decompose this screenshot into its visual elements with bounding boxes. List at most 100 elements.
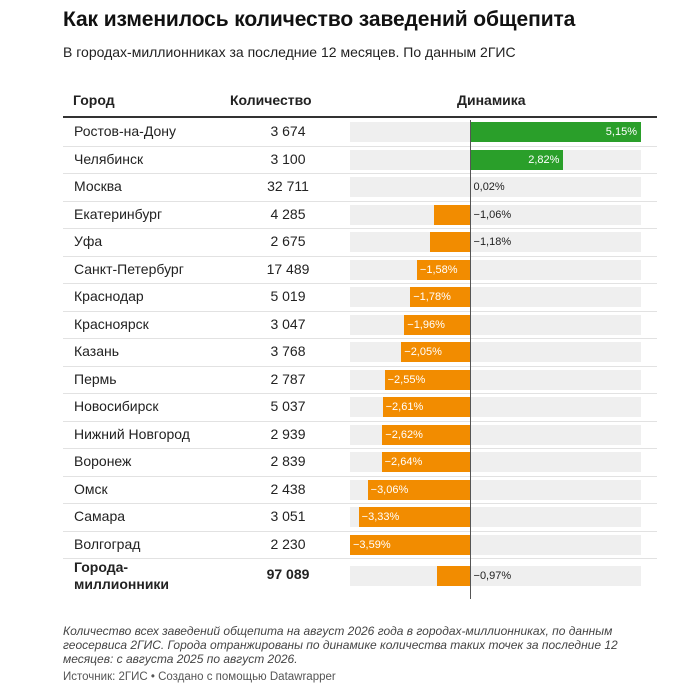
data-bar	[382, 397, 470, 417]
table-row: Санкт-Петербург 17 489	[63, 256, 657, 283]
venue-count: 32 711	[267, 178, 309, 194]
bar-track	[350, 287, 641, 307]
table-row: Пермь 2 787	[63, 366, 657, 393]
data-label: −1,06%	[473, 208, 512, 221]
city-name: Санкт-Петербург	[74, 260, 184, 277]
data-label: −2,05%	[404, 346, 442, 358]
venue-count: 3 047	[270, 315, 306, 332]
city-name: Нижний Новгород	[74, 425, 190, 442]
venue-count: 5 019	[270, 288, 306, 304]
data-bar	[367, 479, 470, 500]
data-bar	[401, 342, 470, 362]
row-divider	[63, 448, 657, 449]
city-name: Омск	[74, 480, 108, 497]
total-bar-label: −0,97%	[473, 570, 512, 582]
venue-count: 2 438	[270, 480, 306, 497]
city-name: Пермь	[74, 370, 117, 387]
bar-track	[350, 259, 641, 280]
data-bar	[350, 534, 470, 555]
data-bar	[404, 314, 470, 335]
city-name: Волгоград	[74, 535, 141, 552]
city-name: Краснодар	[74, 288, 144, 304]
row-divider	[63, 200, 657, 202]
table-row: Новосибирск 5 037	[63, 393, 657, 420]
row-divider	[63, 283, 657, 284]
table-row: Омск 2 438	[63, 476, 657, 503]
table-row: Челябинск 3 100	[63, 146, 657, 173]
data-bar	[410, 287, 470, 307]
row-divider	[63, 365, 657, 367]
data-label: 5,15%	[605, 126, 637, 138]
row-divider	[63, 420, 657, 422]
data-label: −3,33%	[361, 511, 400, 523]
venue-count: 4 285	[270, 205, 306, 222]
zero-axis-line	[470, 120, 471, 599]
data-label: −1,96%	[407, 318, 445, 331]
row-divider	[63, 530, 657, 532]
column-header-count: Количество	[230, 92, 312, 108]
table-row: Ростов-на-Дону 3 674	[63, 118, 657, 145]
data-bar	[469, 149, 564, 170]
column-header-dynamics: Динамика	[457, 92, 526, 108]
table-row: Москва 32 711	[63, 173, 657, 200]
venue-count: 2 839	[270, 453, 306, 469]
venue-count: 5 037	[270, 398, 306, 414]
data-label: −2,55%	[387, 373, 426, 386]
row-divider	[63, 475, 657, 477]
city-name: Ростов-на-Дону	[74, 123, 176, 139]
data-label: −1,18%	[473, 236, 512, 248]
data-bar	[434, 204, 470, 225]
city-name: Челябинск	[74, 150, 144, 167]
row-divider	[63, 503, 657, 504]
table-row: Красноярск 3 047	[63, 311, 657, 338]
city-name: Уфа	[74, 233, 103, 249]
row-divider	[63, 558, 657, 559]
table-row: Екатеринбург 4 285	[63, 201, 657, 228]
total-city-name: Города-миллионники	[74, 559, 169, 593]
city-name: Самара	[74, 508, 126, 524]
data-label: 0,02%	[473, 181, 505, 193]
venue-count: 2 939	[270, 425, 306, 442]
venue-count: 3 768	[270, 343, 306, 359]
data-label: −3,06%	[370, 483, 409, 496]
total-city-line: миллионники	[74, 576, 170, 592]
city-name: Воронеж	[74, 453, 132, 469]
column-header-city: Город	[73, 92, 115, 108]
row-divider	[63, 393, 657, 394]
table-row: Самара 3 051	[63, 503, 657, 530]
bar-track	[350, 566, 641, 586]
data-bar	[416, 259, 470, 280]
data-label: −3,59%	[353, 538, 391, 551]
venue-count: 3 051	[270, 508, 306, 524]
data-label: −2,61%	[385, 401, 424, 413]
data-label: −2,62%	[385, 428, 423, 441]
row-divider	[63, 173, 657, 174]
data-bar	[381, 452, 470, 472]
row-divider	[63, 338, 657, 339]
bar-track	[350, 342, 641, 362]
data-label: −1,78%	[413, 291, 451, 303]
bar-track	[350, 232, 641, 252]
total-bar	[437, 566, 470, 586]
table-row: Казань 3 768	[63, 338, 657, 365]
city-name: Казань	[74, 343, 120, 359]
chart-subtitle: В городах-миллионниках за последние 12 м…	[63, 44, 516, 60]
city-name: Екатеринбург	[74, 205, 163, 222]
header-divider	[63, 116, 657, 118]
data-bar	[384, 369, 470, 390]
table-row: Волгоград 2 230	[63, 531, 657, 558]
row-divider	[63, 255, 657, 257]
bar-track	[350, 177, 641, 197]
total-count: 97 089	[266, 566, 310, 582]
venue-count: 2 230	[270, 535, 306, 552]
venue-count: 17 489	[266, 260, 310, 277]
venue-count: 2 675	[270, 233, 306, 249]
bar-track	[350, 204, 641, 225]
chart-title: Как изменилось количество заведений обще…	[63, 8, 576, 31]
city-name: Москва	[74, 178, 122, 194]
row-divider	[63, 310, 657, 312]
row-divider	[63, 145, 657, 147]
row-divider	[63, 228, 657, 229]
bar-track	[350, 314, 641, 335]
